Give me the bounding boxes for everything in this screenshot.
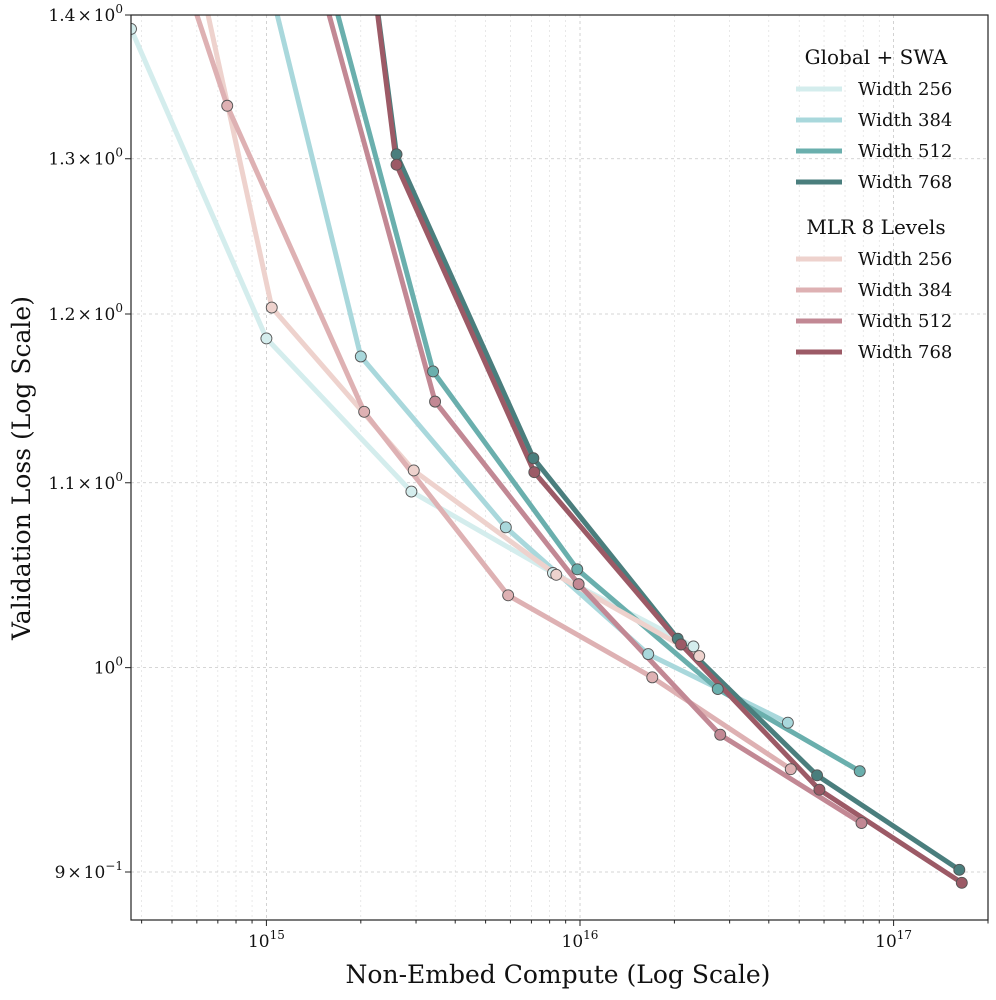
- data-point: [265, 301, 278, 314]
- legend-label: Width 512: [858, 141, 952, 162]
- data-point: [499, 521, 512, 534]
- y-axis-title: Validation Loss (Log Scale): [7, 296, 36, 641]
- legend-label: Width 384: [858, 280, 952, 301]
- data-point: [405, 485, 418, 498]
- data-point: [429, 395, 442, 408]
- x-tick-label: 1017: [875, 928, 912, 952]
- x-tick-label: 1015: [248, 928, 285, 952]
- legend-label: Width 768: [858, 342, 952, 363]
- data-point: [527, 452, 540, 465]
- data-point: [784, 763, 797, 776]
- data-point: [131, 22, 137, 35]
- data-point: [427, 365, 440, 378]
- data-point: [813, 783, 826, 796]
- data-point: [646, 671, 659, 684]
- data-point: [811, 769, 823, 782]
- data-point: [781, 716, 794, 729]
- legend-label: Width 768: [858, 172, 952, 193]
- data-point: [953, 863, 966, 876]
- data-point: [853, 765, 866, 778]
- data-point: [502, 589, 515, 602]
- marker-layer: [131, 22, 968, 889]
- data-point: [572, 578, 585, 591]
- x-tick-label: 1016: [562, 928, 599, 952]
- y-tick-label: 1.3 × 100: [48, 146, 123, 170]
- legend-label: Width 512: [858, 311, 952, 332]
- data-point: [675, 638, 688, 651]
- data-point: [687, 640, 700, 653]
- data-point: [642, 648, 655, 661]
- y-tick-label: 100: [94, 655, 123, 679]
- data-point: [550, 568, 563, 581]
- series-line-mlr-width-768: [375, 15, 965, 886]
- series-line-mlr-width-384: [194, 15, 794, 772]
- y-tick-label: 1.1 × 100: [48, 470, 123, 494]
- data-point: [407, 464, 420, 477]
- data-point: [528, 466, 541, 479]
- legend: Global + SWA Width 256 Width 384 Width 512 W…: [796, 45, 952, 363]
- ticks: 1015 1016 1017 1.4 × 100 1.3 × 100 1.2 × 100 1.1 × 100…: [48, 2, 989, 952]
- legend-title: MLR 8 Levels: [806, 215, 945, 239]
- plot-frame: [130, 14, 989, 921]
- data-point: [221, 99, 234, 112]
- x-axis-title: Non-Embed Compute (Log Scale): [346, 960, 771, 989]
- data-point: [390, 158, 403, 171]
- data-point: [571, 563, 584, 576]
- legend-label: Width 384: [858, 110, 952, 131]
- data-point: [955, 876, 968, 889]
- legend-label: Width 256: [858, 249, 952, 270]
- data-point: [260, 332, 273, 345]
- data-point: [711, 683, 724, 696]
- data-point: [855, 817, 868, 830]
- legend-title: Global + SWA: [805, 45, 948, 69]
- data-point: [390, 148, 403, 161]
- y-tick-label: 1.2 × 100: [48, 301, 123, 325]
- data-point: [714, 728, 727, 741]
- y-tick-label: 9 × 10−1: [55, 859, 123, 883]
- data-point: [354, 350, 367, 363]
- y-tick-label: 1.4 × 100: [48, 2, 123, 26]
- data-point: [693, 650, 706, 662]
- data-point: [358, 405, 371, 418]
- legend-label: Width 256: [858, 79, 952, 100]
